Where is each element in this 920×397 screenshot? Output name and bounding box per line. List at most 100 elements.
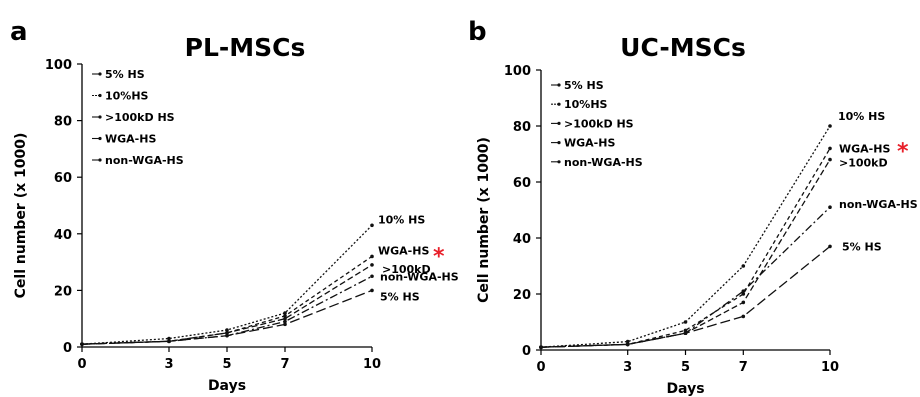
data-point <box>370 263 374 267</box>
data-point <box>283 322 287 327</box>
y-tick-label: 20 <box>513 288 531 303</box>
series-end-label: WGA-HS <box>839 142 890 155</box>
legend-marker <box>557 141 561 145</box>
legend-label: >100kD HS <box>564 117 634 130</box>
legend-marker <box>98 72 102 76</box>
data-point <box>283 311 287 315</box>
data-point <box>370 254 374 259</box>
y-tick-label: 0 <box>522 344 531 359</box>
y-tick-label: 60 <box>513 176 531 191</box>
data-point <box>828 157 832 162</box>
chart-panel-b: b UC-MSCs 0 20 40 60 80 100 0 3 5 7 10 Days Cell numbe… <box>468 17 918 397</box>
data-point <box>283 314 287 318</box>
series-end-label: >100kD <box>382 263 431 276</box>
data-point <box>225 328 229 332</box>
data-point <box>828 146 832 151</box>
legend-label: 5% HS <box>564 79 604 92</box>
series-end-label: 5% HS <box>842 240 882 253</box>
data-point <box>741 314 746 319</box>
y-tick-label: 60 <box>54 171 72 186</box>
data-point <box>683 320 688 324</box>
legend-marker <box>98 136 102 141</box>
legend-marker <box>98 93 102 98</box>
data-point <box>370 274 374 279</box>
series-end-label: >100kD <box>839 157 888 170</box>
legend-marker <box>557 160 561 164</box>
data-point <box>370 223 374 228</box>
panel-letter: b <box>468 17 487 47</box>
series-line <box>540 125 831 348</box>
legend-marker <box>557 102 561 106</box>
y-tick-label: 20 <box>54 284 72 299</box>
series-end-label: WGA-HS <box>378 244 429 257</box>
legend-label: >100kD HS <box>105 111 175 124</box>
data-point <box>539 345 543 350</box>
data-point <box>225 331 229 335</box>
x-tick-label: 3 <box>164 357 173 372</box>
x-tick-label: 5 <box>681 360 690 375</box>
series-end-label: non-WGA-HS <box>839 198 918 211</box>
data-point <box>683 328 688 333</box>
y-tick-label: 80 <box>513 120 531 135</box>
series-line <box>81 224 373 345</box>
data-point <box>683 331 688 336</box>
data-point <box>625 342 630 347</box>
x-axis-label: Days <box>208 378 246 394</box>
data-point <box>741 289 746 294</box>
y-tick-label: 100 <box>45 58 72 73</box>
series-line <box>540 159 831 348</box>
significance-star: * <box>897 139 909 164</box>
y-tick-label: 40 <box>513 232 531 247</box>
legend-label: 10%HS <box>564 98 608 111</box>
chart-title: UC-MSCs <box>620 33 746 62</box>
y-tick-label: 80 <box>54 115 72 130</box>
data-point <box>828 205 832 209</box>
legend-label: WGA-HS <box>105 133 156 146</box>
panel-letter: a <box>10 17 28 47</box>
chart-title: PL-MSCs <box>185 33 306 62</box>
data-point <box>283 319 287 324</box>
data-point <box>828 124 832 128</box>
series-end-label: 5% HS <box>380 290 420 303</box>
legend-label: 10%HS <box>105 90 149 103</box>
legend-label: 5% HS <box>105 68 145 81</box>
legend-marker <box>98 158 102 162</box>
series-end-label: non-WGA-HS <box>380 270 459 283</box>
data-point <box>167 339 171 344</box>
series-line <box>540 148 831 348</box>
x-tick-label: 7 <box>280 357 289 372</box>
legend-label: non-WGA-HS <box>564 156 643 169</box>
data-point <box>625 339 630 344</box>
data-point <box>283 316 287 321</box>
series-line <box>81 255 373 345</box>
series-end-label: 10% HS <box>378 213 425 226</box>
data-point <box>741 300 746 305</box>
x-tick-label: 0 <box>536 360 545 375</box>
significance-star: * <box>433 244 445 269</box>
data-point <box>828 244 832 249</box>
x-tick-label: 10 <box>363 357 381 372</box>
data-point <box>370 288 374 293</box>
y-axis-label: Cell number (x 1000) <box>13 133 29 299</box>
legend-marker <box>98 115 102 119</box>
series-line <box>540 206 831 348</box>
legend-marker <box>557 83 561 87</box>
x-tick-label: 5 <box>222 357 231 372</box>
chart-panel-a: a PL-MSCs 0 20 40 60 80 100 0 3 5 7 10 Days Cell numbe… <box>10 17 459 394</box>
legend-marker <box>557 121 561 125</box>
y-tick-label: 40 <box>54 228 72 243</box>
x-tick-label: 0 <box>77 357 86 372</box>
x-tick-label: 7 <box>739 360 748 375</box>
legend-label: non-WGA-HS <box>105 154 184 167</box>
y-axis-label: Cell number (x 1000) <box>476 137 492 303</box>
y-tick-label: 0 <box>63 341 72 356</box>
data-point <box>225 333 229 338</box>
data-point <box>80 342 84 346</box>
x-tick-label: 10 <box>821 360 839 375</box>
legend-label: WGA-HS <box>564 137 615 150</box>
data-point <box>167 336 171 341</box>
x-axis-label: Days <box>666 381 704 397</box>
x-tick-label: 3 <box>623 360 632 375</box>
data-point <box>741 264 746 268</box>
